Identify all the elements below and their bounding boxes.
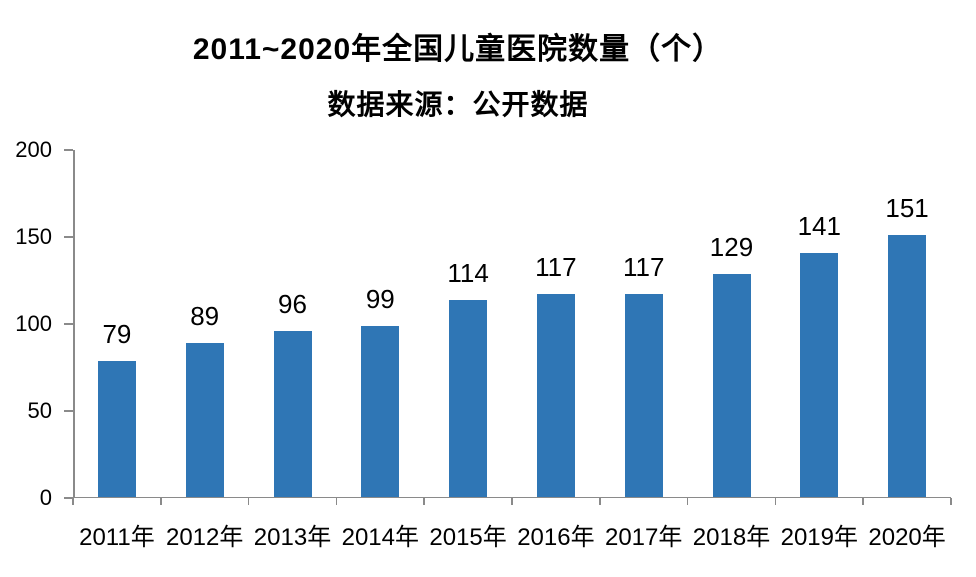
bar-value-label: 117 — [535, 252, 577, 283]
x-tick — [160, 498, 162, 505]
bar-value-label: 141 — [797, 210, 841, 241]
y-axis-label: 50 — [27, 398, 52, 423]
x-axis-label: 2016年 — [517, 524, 595, 551]
x-axis-label: 2019年 — [780, 524, 858, 551]
bar-value-label: 96 — [278, 288, 307, 319]
x-axis-label: 2013年 — [253, 524, 332, 551]
x-axis-line — [73, 496, 951, 498]
chart-subtitle: 数据来源：公开数据 — [327, 89, 589, 120]
x-axis-label: 2017年 — [604, 524, 683, 551]
y-tick — [64, 497, 73, 499]
x-tick — [774, 498, 777, 505]
bar — [800, 252, 839, 498]
x-axis-label: 2012年 — [165, 524, 244, 551]
x-tick — [599, 498, 601, 505]
y-tick — [64, 323, 73, 325]
x-axis-label: 2011年 — [79, 524, 155, 551]
y-tick — [64, 236, 73, 238]
x-axis-label: 2015年 — [429, 524, 507, 551]
x-tick — [72, 498, 74, 505]
plot-area: 79 89 96 99 114 117 117 129 141 151 — [72, 150, 952, 505]
x-axis-label: 2020年 — [868, 524, 946, 551]
x-axis-label: 2014年 — [341, 524, 419, 551]
y-tick — [64, 149, 73, 151]
x-tick — [950, 498, 952, 505]
x-axis-label: 2018年 — [692, 524, 771, 551]
bar — [361, 325, 400, 498]
x-tick — [862, 498, 864, 505]
x-tick — [511, 498, 513, 505]
bar-value-label: 79 — [102, 318, 132, 349]
bar-value-label: 99 — [365, 283, 395, 314]
y-tick — [64, 410, 73, 412]
x-tick — [247, 498, 250, 505]
bar-value-label: 89 — [190, 301, 220, 332]
bar — [624, 294, 663, 498]
bar — [97, 360, 136, 498]
bar-value-label: 129 — [709, 231, 754, 262]
x-tick — [686, 498, 689, 505]
y-axis-label: 200 — [15, 137, 52, 162]
bar — [888, 235, 927, 498]
bar — [185, 343, 224, 498]
y-axis-label: 150 — [15, 224, 52, 249]
bar-value-label: 114 — [447, 257, 489, 288]
x-tick — [423, 498, 425, 505]
bar — [712, 273, 751, 498]
x-axis-labels-group: 2011年 2012年 2013年 2014年 2015年 2016年 2017年 2018年… — [73, 524, 951, 556]
bar — [449, 299, 488, 498]
y-axis-line — [73, 150, 75, 498]
bar — [273, 330, 312, 498]
x-tick — [335, 498, 338, 505]
chart-title: 2011~2020年全国儿童医院数量（个） — [192, 33, 724, 66]
y-axis-label: 100 — [15, 311, 52, 336]
bar-value-label: 151 — [885, 193, 929, 224]
bar — [536, 294, 575, 498]
y-axis-label: 0 — [39, 485, 52, 510]
bar-value-label: 117 — [622, 252, 665, 283]
